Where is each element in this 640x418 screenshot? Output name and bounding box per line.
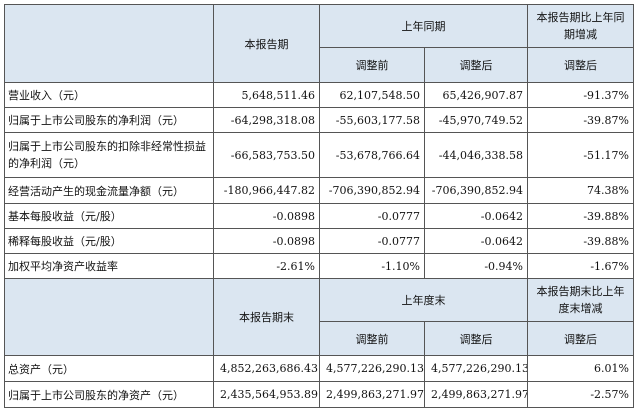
header-before-adjustment: 调整前: [319, 321, 425, 356]
cell-after: 65,426,907.87: [424, 82, 528, 108]
header-prior-year-end: 上年度末: [319, 278, 528, 322]
header-before-adjustment: 调整前: [319, 47, 425, 83]
cell-after: -0.94%: [424, 253, 528, 279]
table-row: 基本每股收益（元/股） -0.0898 -0.0777 -0.0642 -39.…: [4, 203, 634, 229]
cell-current: 4,852,263,686.43: [213, 355, 320, 382]
header-change: 本报告期末比上年度末增减: [527, 278, 634, 322]
cell-before: -0.0777: [319, 203, 425, 229]
cell-before: -1.10%: [319, 253, 425, 279]
cell-before: 4,577,226,290.13: [319, 355, 425, 382]
cell-change: 6.01%: [527, 355, 634, 382]
table-row: 稀释每股收益（元/股） -0.0898 -0.0777 -0.0642 -39.…: [4, 228, 634, 254]
header-change-after-adjustment: 调整后: [527, 321, 634, 356]
row-label: 归属于上市公司股东的净利润（元）: [4, 107, 214, 133]
cell-change: -91.37%: [527, 82, 634, 108]
cell-after: 4,577,226,290.13: [424, 355, 528, 382]
header-after-adjustment: 调整后: [424, 47, 528, 83]
table-row: 营业收入（元） 5,648,511.46 62,107,548.50 65,42…: [4, 82, 634, 108]
cell-after: -0.0642: [424, 228, 528, 254]
cell-current: 5,648,511.46: [213, 82, 320, 108]
cell-change: 74.38%: [527, 177, 634, 204]
cell-change: -39.87%: [527, 107, 634, 133]
cell-change: -1.67%: [527, 253, 634, 279]
cell-after: -45,970,749.52: [424, 107, 528, 133]
header-blank-cell: [4, 4, 214, 83]
cell-before: 2,499,863,271.97: [319, 381, 425, 408]
cell-before: -706,390,852.94: [319, 177, 425, 204]
cell-current: -180,966,447.82: [213, 177, 320, 204]
cell-change: -39.88%: [527, 228, 634, 254]
header-blank-cell: [4, 278, 214, 356]
table-row: 归属于上市公司股东的净资产（元） 2,435,564,953.89 2,499,…: [4, 381, 634, 408]
table-row: 加权平均净资产收益率 -2.61% -1.10% -0.94% -1.67%: [4, 253, 634, 279]
cell-after: -44,046,338.58: [424, 132, 528, 178]
financial-summary-table: 本报告期 上年同期 本报告期比上年同期增减 调整前 调整后 调整后 营业收入（元…: [4, 4, 634, 408]
row-label: 经营活动产生的现金流量净额（元）: [4, 177, 214, 204]
header-after-adjustment: 调整后: [424, 321, 528, 356]
cell-change: -2.57%: [527, 381, 634, 408]
cell-current: 2,435,564,953.89: [213, 381, 320, 408]
header-prior-year-period: 上年同期: [319, 4, 528, 48]
cell-current: -0.0898: [213, 228, 320, 254]
row-label: 归属于上市公司股东的扣除非经常性损益的净利润（元）: [4, 132, 214, 178]
cell-change: -39.88%: [527, 203, 634, 229]
cell-change: -51.17%: [527, 132, 634, 178]
cell-before: -0.0777: [319, 228, 425, 254]
row-label: 归属于上市公司股东的净资产（元）: [4, 381, 214, 408]
header-current-period-end: 本报告期末: [213, 278, 320, 356]
cell-current: -0.0898: [213, 203, 320, 229]
cell-before: -53,678,766.64: [319, 132, 425, 178]
row-label: 稀释每股收益（元/股）: [4, 228, 214, 254]
header-current-period: 本报告期: [213, 4, 320, 83]
cell-current: -66,583,753.50: [213, 132, 320, 178]
cell-current: -64,298,318.08: [213, 107, 320, 133]
cell-before: 62,107,548.50: [319, 82, 425, 108]
cell-after: 2,499,863,271.97: [424, 381, 528, 408]
cell-after: -706,390,852.94: [424, 177, 528, 204]
row-label: 基本每股收益（元/股）: [4, 203, 214, 229]
table-row: 归属于上市公司股东的净利润（元） -64,298,318.08 -55,603,…: [4, 107, 634, 133]
row-label: 营业收入（元）: [4, 82, 214, 108]
cell-current: -2.61%: [213, 253, 320, 279]
header-change: 本报告期比上年同期增减: [527, 4, 634, 48]
cell-after: -0.0642: [424, 203, 528, 229]
row-label: 总资产（元）: [4, 355, 214, 382]
row-label: 加权平均净资产收益率: [4, 253, 214, 279]
cell-before: -55,603,177.58: [319, 107, 425, 133]
table-row: 总资产（元） 4,852,263,686.43 4,577,226,290.13…: [4, 355, 634, 382]
table-row: 归属于上市公司股东的扣除非经常性损益的净利润（元） -66,583,753.50…: [4, 132, 634, 178]
table-row: 经营活动产生的现金流量净额（元） -180,966,447.82 -706,39…: [4, 177, 634, 204]
header-change-after-adjustment: 调整后: [527, 47, 634, 83]
